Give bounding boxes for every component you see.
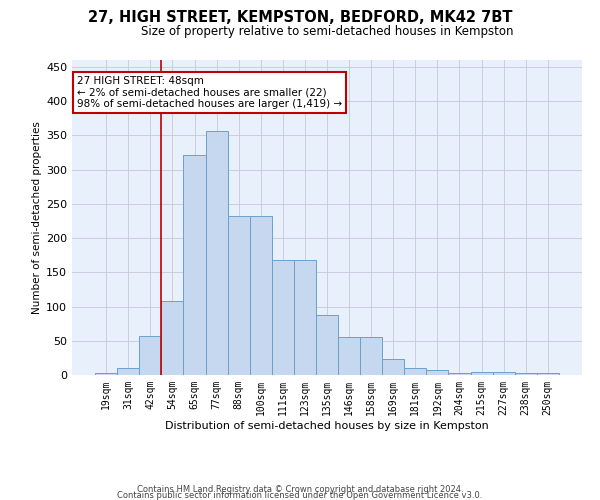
Bar [470,372,493,375]
Text: Contains public sector information licensed under the Open Government Licence v3: Contains public sector information licen… [118,490,482,500]
Bar [272,260,294,375]
Bar [448,373,470,375]
Bar [139,336,161,375]
Bar [184,155,206,375]
Bar [427,370,448,375]
Bar [95,373,117,375]
Bar [117,368,139,375]
Bar [161,301,184,375]
Title: Size of property relative to semi-detached houses in Kempston: Size of property relative to semi-detach… [141,25,513,38]
Bar [515,373,537,375]
Bar [493,372,515,375]
X-axis label: Distribution of semi-detached houses by size in Kempston: Distribution of semi-detached houses by … [165,420,489,430]
Bar [250,216,272,375]
Bar [227,216,250,375]
Bar [294,260,316,375]
Y-axis label: Number of semi-detached properties: Number of semi-detached properties [32,121,42,314]
Bar [404,368,427,375]
Text: Contains HM Land Registry data © Crown copyright and database right 2024.: Contains HM Land Registry data © Crown c… [137,484,463,494]
Bar [360,338,382,375]
Text: 27 HIGH STREET: 48sqm
← 2% of semi-detached houses are smaller (22)
98% of semi-: 27 HIGH STREET: 48sqm ← 2% of semi-detac… [77,76,342,109]
Bar [206,130,227,375]
Bar [537,373,559,375]
Bar [316,314,338,375]
Text: 27, HIGH STREET, KEMPSTON, BEDFORD, MK42 7BT: 27, HIGH STREET, KEMPSTON, BEDFORD, MK42… [88,10,512,25]
Bar [382,359,404,375]
Bar [338,338,360,375]
